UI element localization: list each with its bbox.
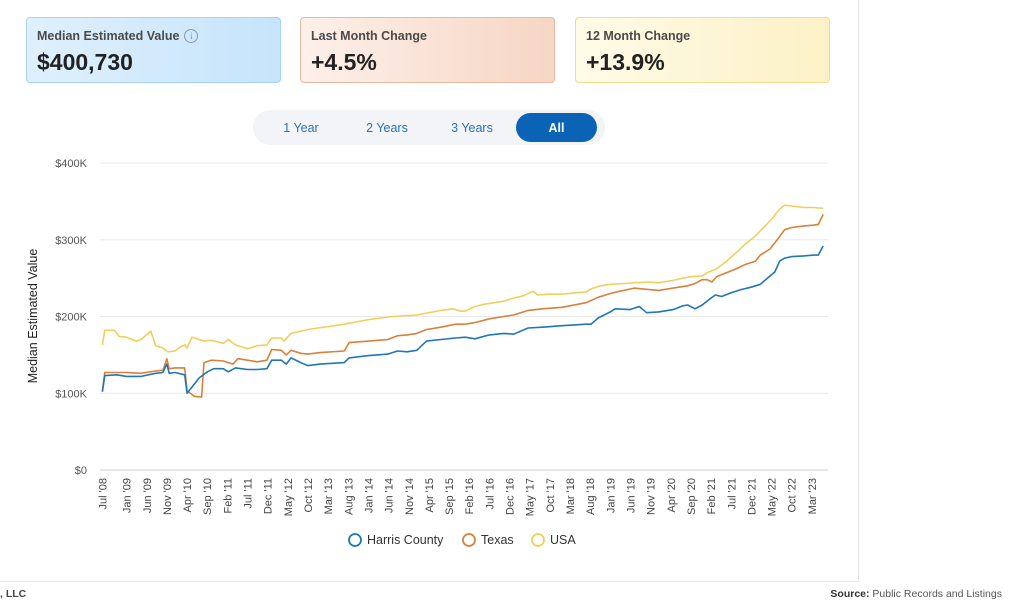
y-tick-label: $300K xyxy=(55,235,87,247)
x-tick-label: Apr '15 xyxy=(424,478,436,513)
tab-3-years[interactable]: 3 Years xyxy=(451,120,493,135)
x-tick-label: Dec '21 xyxy=(746,478,758,515)
x-tick-label: Jan '14 xyxy=(363,478,375,513)
footer-copyright: , LLC xyxy=(0,588,27,600)
x-tick-label: Nov '19 xyxy=(646,478,658,515)
legend-marker[interactable] xyxy=(348,533,362,547)
x-tick-label: Mar '13 xyxy=(323,478,335,514)
last-month-change-label: Last Month Change xyxy=(311,29,427,43)
y-tick-label: $200K xyxy=(55,312,87,324)
last-month-change-card: Last Month Change +4.5% xyxy=(300,17,555,83)
x-tick-label: Sep '20 xyxy=(686,478,698,515)
x-tick-label: Jul '16 xyxy=(484,478,496,509)
tab-1-year[interactable]: 1 Year xyxy=(283,120,319,135)
x-tick-label: Nov '09 xyxy=(162,478,174,515)
legend-label[interactable]: Harris County xyxy=(367,533,444,547)
x-tick-label: Oct '22 xyxy=(787,478,799,513)
grid-lines xyxy=(100,162,828,471)
x-tick-label: Feb '21 xyxy=(706,478,718,514)
x-tick-label: Sep '15 xyxy=(444,478,456,515)
x-tick-label: Jul '21 xyxy=(726,478,738,509)
x-tick-label: Aug '13 xyxy=(343,478,355,515)
x-tick-label: Feb '16 xyxy=(464,478,476,514)
y-tick-label: $0 xyxy=(75,465,87,477)
x-tick-label: Jan '19 xyxy=(605,478,617,513)
info-icon[interactable]: i xyxy=(184,29,199,43)
chart-panel xyxy=(0,0,859,582)
x-tick-label: Apr '10 xyxy=(182,478,194,513)
median-value: $400,730 xyxy=(37,49,133,75)
legend-marker[interactable] xyxy=(462,533,476,547)
x-tick-label: Dec '16 xyxy=(505,478,517,515)
twelve-month-change-label: 12 Month Change xyxy=(586,29,691,43)
median-value-label: Median Estimated Value xyxy=(37,29,180,43)
x-axis-ticks: Jul '08 Jan '09 Jun '09 Nov '09 Apr '10 Sep '… xyxy=(97,478,818,516)
x-tick-label: May '22 xyxy=(767,478,779,516)
series-line-usa[interactable] xyxy=(101,204,824,353)
legend-marker[interactable] xyxy=(531,533,545,547)
legend: Harris County Texas USA xyxy=(348,533,576,547)
x-tick-label: Nov '14 xyxy=(404,478,416,515)
x-tick-label: Sep '10 xyxy=(202,478,214,515)
x-tick-label: Jan '09 xyxy=(122,478,134,513)
x-tick-label: Apr '20 xyxy=(666,478,678,513)
source-text: Public Records and Listings xyxy=(872,588,1002,600)
legend-label[interactable]: USA xyxy=(550,533,576,547)
footer-source: Source: Public Records and Listings xyxy=(830,588,1002,600)
y-tick-label: $100K xyxy=(55,388,87,400)
twelve-month-change-card: 12 Month Change +13.9% xyxy=(575,17,830,83)
x-tick-label: May '17 xyxy=(525,478,537,516)
x-tick-label: May '12 xyxy=(283,478,295,516)
y-axis-label: Median Estimated Value xyxy=(26,249,40,384)
source-label: Source: xyxy=(830,588,870,600)
median-value-card: Median Estimated Value i $400,730 xyxy=(26,17,281,83)
x-tick-label: Jun '09 xyxy=(142,478,154,513)
line-chart: $0 $100K $200K $300K $400K Jul '08 Jan '09 Jun… xyxy=(26,158,828,547)
series-line-texas[interactable] xyxy=(101,214,824,398)
x-tick-label: Jun '14 xyxy=(384,478,396,513)
tab-2-years[interactable]: 2 Years xyxy=(366,120,408,135)
x-tick-label: Jul '08 xyxy=(97,478,109,509)
twelve-month-change-value: +13.9% xyxy=(586,49,665,75)
x-tick-label: Oct '17 xyxy=(545,478,557,513)
x-tick-label: Oct '12 xyxy=(303,478,315,513)
x-tick-label: Aug '18 xyxy=(585,478,597,515)
legend-label[interactable]: Texas xyxy=(481,533,514,547)
tab-all[interactable]: All xyxy=(516,113,597,142)
x-tick-label: Mar '23 xyxy=(807,478,819,514)
y-axis-ticks: $0 $100K $200K $300K $400K xyxy=(55,158,87,477)
range-tabs: 1 Year 2 Years 3 Years All xyxy=(253,110,605,145)
y-tick-label: $400K xyxy=(55,158,87,170)
last-month-change-value: +4.5% xyxy=(311,49,377,75)
series-lines xyxy=(101,204,824,398)
series-line-harris-county[interactable] xyxy=(101,245,824,395)
x-tick-label: Feb '11 xyxy=(222,478,234,514)
x-tick-label: Dec '11 xyxy=(263,478,275,514)
x-tick-label: Jul '11 xyxy=(243,478,255,509)
median-value-label-row: Median Estimated Value i xyxy=(37,29,270,43)
x-tick-label: Mar '18 xyxy=(565,478,577,514)
x-tick-label: Jun '19 xyxy=(625,478,637,513)
